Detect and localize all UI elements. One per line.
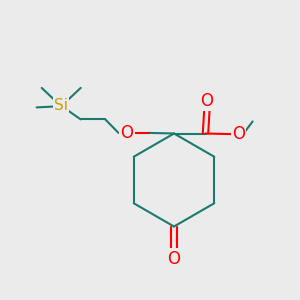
Text: O: O [200,92,214,110]
Text: Si: Si [54,98,68,113]
Text: O: O [232,125,245,143]
Text: O: O [120,124,134,142]
Text: O: O [167,250,181,268]
